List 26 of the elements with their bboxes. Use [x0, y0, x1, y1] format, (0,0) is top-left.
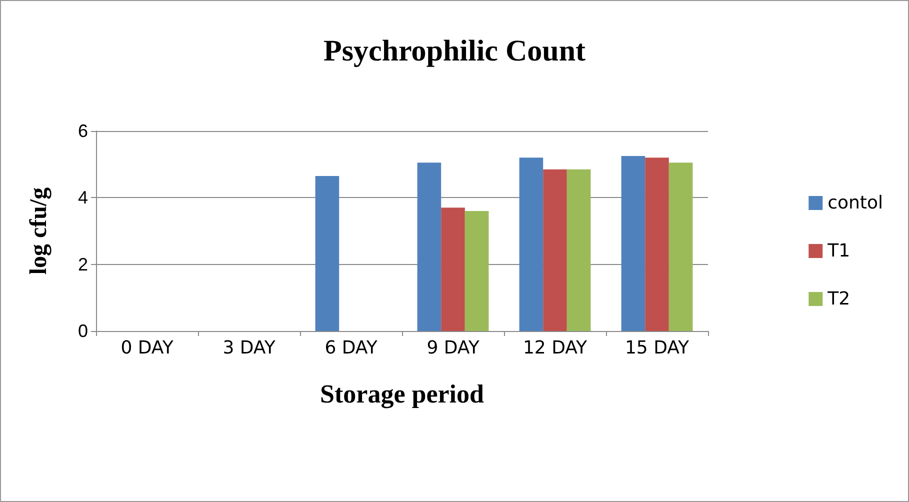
bar	[417, 162, 442, 331]
legend-label: T2	[826, 288, 850, 310]
bar	[566, 169, 591, 331]
bar	[519, 158, 544, 331]
x-tick-label: 3 DAY	[222, 338, 276, 358]
legend-label: T1	[826, 240, 850, 262]
x-tick-label: 15 DAY	[624, 338, 690, 358]
y-tick-label: 6	[78, 121, 88, 141]
bar	[668, 162, 693, 331]
y-tick-label: 2	[78, 254, 88, 274]
x-tick-label: 6 DAY	[324, 338, 378, 358]
y-axis-title: log cfu/g	[26, 187, 52, 275]
legend-label: contol	[828, 192, 883, 214]
x-tick-label: 9 DAY	[426, 338, 480, 358]
x-tick-label: 0 DAY	[120, 338, 174, 358]
y-tick-label: 0	[78, 321, 88, 341]
bar	[621, 156, 646, 331]
x-tick-label: 12 DAY	[522, 338, 588, 358]
chart-title: Psychrophilic Count	[324, 34, 586, 68]
bar	[543, 169, 567, 331]
bar	[464, 211, 489, 331]
bar	[645, 158, 669, 331]
bar	[315, 176, 340, 331]
x-axis-title: Storage period	[320, 380, 484, 408]
y-tick-label: 4	[78, 188, 88, 208]
bar	[441, 208, 465, 331]
